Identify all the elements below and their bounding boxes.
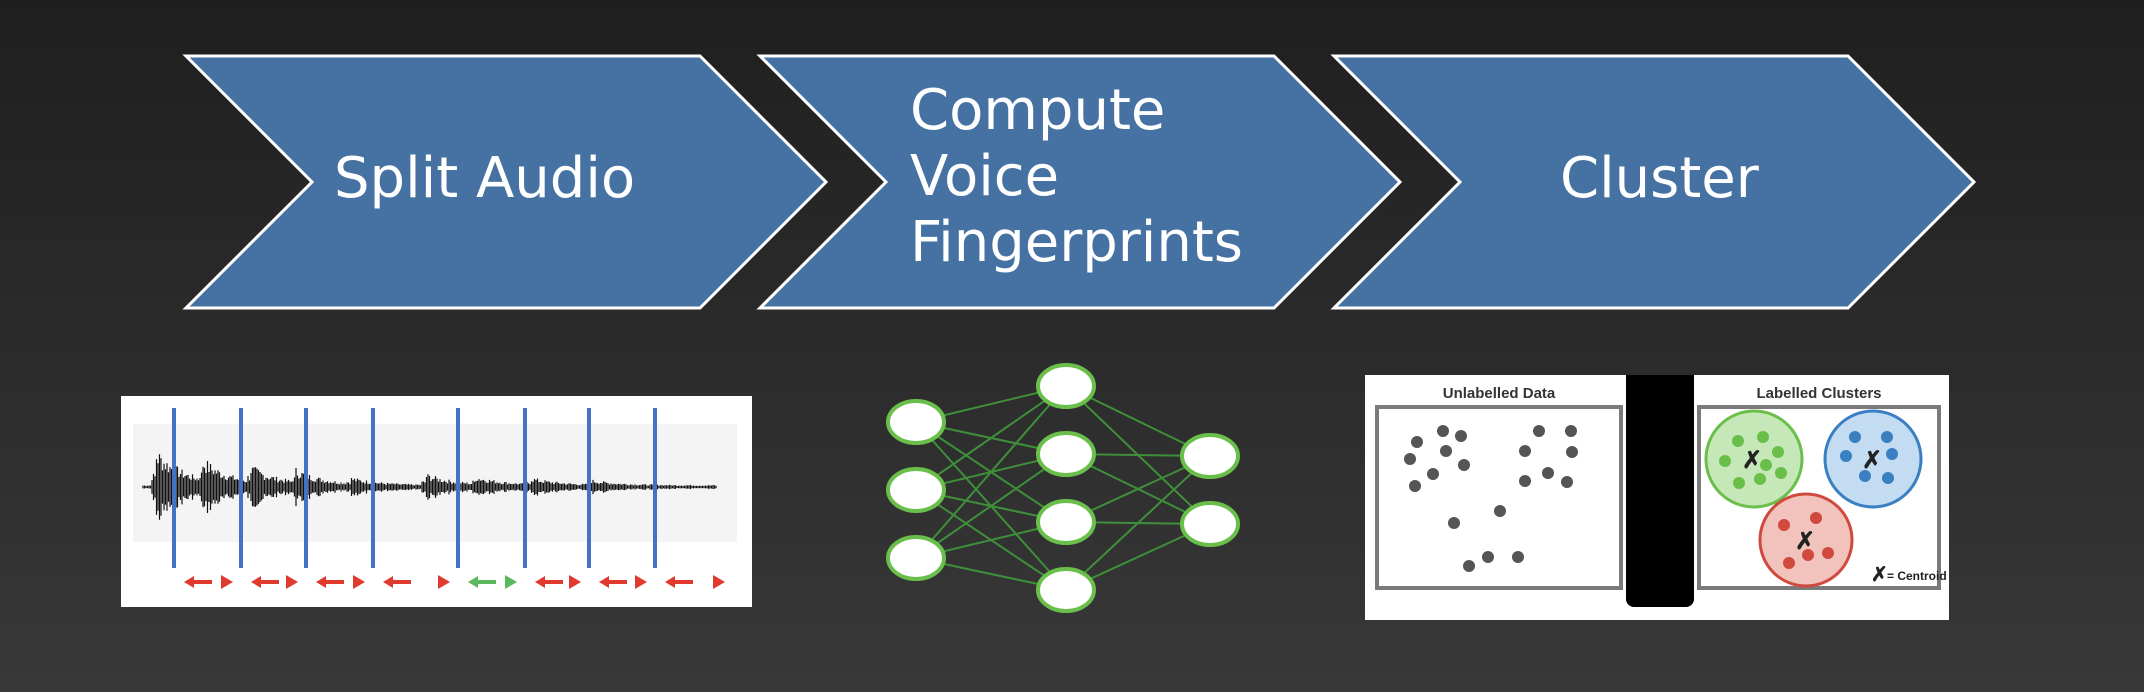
segment-start-arrow (316, 576, 344, 588)
network-node (886, 399, 946, 445)
network-node (1036, 567, 1096, 613)
step-label-split-audio: Split Audio (334, 146, 636, 211)
chevron-compute-fingerprints (756, 54, 1403, 310)
network-node (1036, 431, 1096, 477)
segment-start-arrow (535, 576, 563, 588)
panel-divider (1626, 361, 1694, 607)
network-node (1180, 501, 1240, 547)
segment-start-arrow (383, 576, 411, 588)
split-markers (172, 408, 657, 568)
segment-arrow-pair (383, 575, 450, 589)
network-node (1180, 433, 1240, 479)
segment-start-arrow (468, 576, 496, 588)
neural-network-panel (880, 360, 1250, 620)
segment-arrow-pair (251, 575, 298, 589)
segment-arrows (184, 575, 725, 589)
segment-arrow-pair (599, 575, 647, 589)
network-node (1036, 363, 1096, 409)
segment-arrow-pair (535, 575, 581, 589)
segment-end-arrow (713, 575, 725, 589)
centroid-legend-icon: ✗ (1871, 564, 1888, 586)
segment-start-arrow (184, 576, 212, 588)
network-edge (1065, 455, 1211, 591)
centroid-marker-red: ✗ (1795, 528, 1815, 555)
network-nodes (886, 363, 1240, 613)
cluster-green-points (1719, 431, 1787, 489)
segment-end-arrow (505, 575, 517, 589)
segment-end-arrow (353, 575, 365, 589)
neural-network-graphic (886, 363, 1240, 613)
centroid-marker-green: ✗ (1742, 447, 1762, 474)
waveform-graphic (133, 408, 737, 589)
cluster-blue (1823, 409, 1923, 509)
segment-end-arrow (569, 575, 581, 589)
labelled-clusters-title: Labelled Clusters (1756, 385, 1881, 402)
network-node (886, 467, 946, 513)
cluster-blue-points (1840, 431, 1898, 484)
clustering-graphic: Unlabelled Data Labelled Clusters ✗ (1375, 361, 1947, 607)
network-connections (915, 385, 1211, 591)
centroid-legend-label: = Centroid (1887, 569, 1947, 583)
step-label-cluster: Cluster (1560, 146, 1759, 211)
network-edge (915, 453, 1067, 559)
segment-start-arrow (599, 576, 627, 588)
segment-arrow-pair (184, 575, 233, 589)
segment-start-arrow (251, 576, 279, 588)
unlabelled-points (1404, 425, 1578, 572)
network-edge (915, 385, 1067, 491)
cluster-red-points (1778, 512, 1834, 569)
network-node (886, 535, 946, 581)
segment-arrow-pair (468, 575, 517, 589)
network-node (1036, 499, 1096, 545)
segment-end-arrow (438, 575, 450, 589)
segment-arrow-pair (316, 575, 365, 589)
segment-arrow-pair (665, 575, 725, 589)
centroid-marker-blue: ✗ (1862, 447, 1882, 474)
segment-end-arrow (286, 575, 298, 589)
audio-split-panel (121, 396, 752, 607)
unlabelled-data-title: Unlabelled Data (1443, 385, 1556, 402)
unlabelled-data-box (1375, 405, 1623, 590)
segment-end-arrow (635, 575, 647, 589)
chevron-cluster (1330, 54, 1977, 310)
step-label-compute-fingerprints: Compute Voice Fingerprints (910, 78, 1243, 275)
network-edge (915, 385, 1067, 559)
segment-start-arrow (665, 576, 693, 588)
clustering-panel: Unlabelled Data Labelled Clusters ✗ (1365, 361, 1949, 620)
segment-end-arrow (221, 575, 233, 589)
cluster-green (1704, 409, 1804, 509)
chevron-split-audio (182, 54, 829, 310)
